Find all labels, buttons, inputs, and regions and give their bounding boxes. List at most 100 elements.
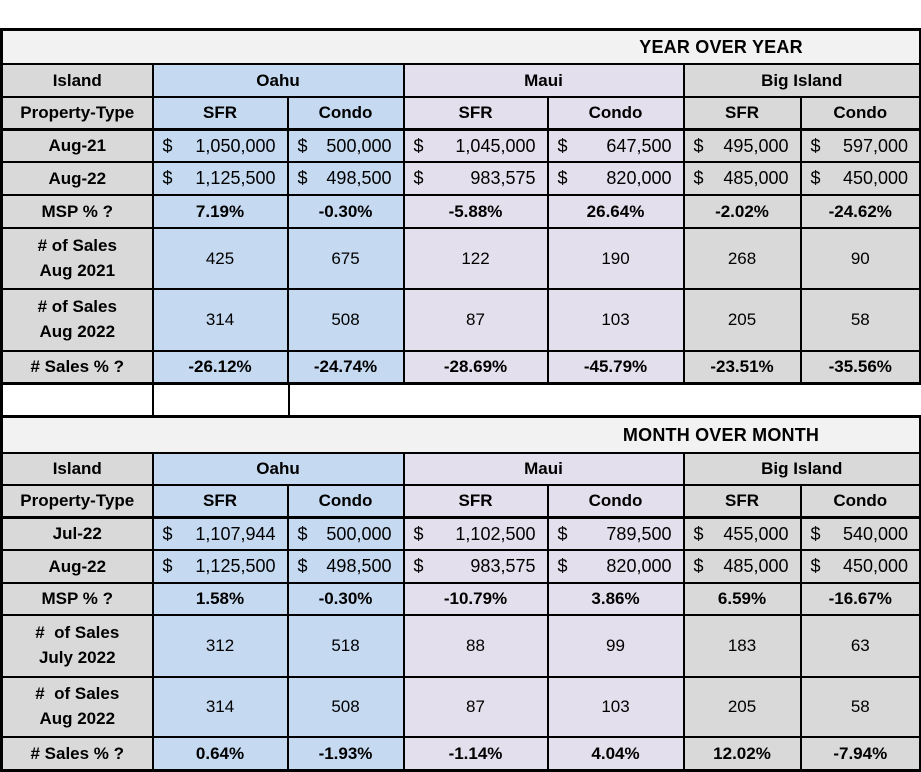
percent-cell: -0.30% — [286, 194, 405, 229]
row-label: # Sales % ? — [0, 350, 154, 385]
amount: 1,050,000 — [195, 135, 276, 156]
percent-cell: 0.64% — [151, 736, 289, 772]
row-label: Jul-22 — [0, 516, 154, 551]
year-over-year-table: YEAR OVER YEAR Island Oahu Maui Big Isla… — [0, 28, 921, 385]
currency-cell: $485,000 — [682, 549, 802, 584]
island-header-big-island: Big Island — [682, 452, 921, 486]
property-type-header: SFR — [682, 484, 802, 519]
percent-cell: -2.02% — [682, 194, 802, 229]
count-cell: 103 — [546, 676, 685, 738]
amount: 820,000 — [606, 556, 672, 576]
dollar-sign: $ — [297, 168, 308, 188]
currency-cell: $647,500 — [546, 128, 685, 163]
dollar-sign: $ — [162, 135, 173, 156]
amount: 540,000 — [842, 523, 909, 544]
island-row-label: Island — [0, 452, 154, 486]
currency-cell: $498,500 — [286, 549, 405, 584]
currency-cell: $498,500 — [286, 161, 405, 196]
currency-cell: $500,000 — [286, 516, 405, 551]
dollar-sign: $ — [413, 135, 424, 156]
island-header-oahu: Oahu — [151, 452, 405, 486]
amount: 450,000 — [842, 556, 909, 576]
percent-cell: -10.79% — [402, 582, 549, 616]
currency-cell: $495,000 — [682, 128, 802, 163]
percent-cell: -1.14% — [402, 736, 549, 772]
currency-cell: $820,000 — [546, 161, 685, 196]
count-cell: 87 — [402, 676, 549, 738]
dollar-sign: $ — [693, 135, 704, 156]
dollar-sign: $ — [810, 523, 821, 544]
gap-cell — [154, 385, 290, 415]
property-type-header: SFR — [151, 96, 289, 131]
gap-cell — [0, 385, 154, 415]
amount: 498,500 — [326, 168, 392, 188]
percent-cell: 6.59% — [682, 582, 802, 616]
currency-cell: $1,102,500 — [402, 516, 549, 551]
property-type-header: SFR — [402, 96, 549, 131]
property-type-header: SFR — [151, 484, 289, 519]
count-cell: 312 — [151, 614, 289, 678]
percent-cell: 12.02% — [682, 736, 802, 772]
percent-cell: -26.12% — [151, 350, 289, 385]
count-cell: 205 — [682, 676, 802, 738]
count-cell: 205 — [682, 288, 802, 352]
row-label: # of Sales Aug 2022 — [0, 288, 154, 352]
dollar-sign: $ — [810, 168, 821, 188]
amount: 1,125,500 — [195, 556, 276, 576]
dollar-sign: $ — [693, 168, 704, 188]
dollar-sign: $ — [557, 168, 568, 188]
property-type-row-label: Property-Type — [0, 96, 154, 131]
row-label: Aug-22 — [0, 549, 154, 584]
percent-cell: -1.93% — [286, 736, 405, 772]
dollar-sign: $ — [162, 523, 173, 544]
property-type-header: Condo — [546, 96, 685, 131]
count-cell: 314 — [151, 288, 289, 352]
month-over-month-table: MONTH OVER MONTH Island Oahu Maui Big Is… — [0, 415, 921, 772]
percent-cell: -23.51% — [682, 350, 802, 385]
dollar-sign: $ — [413, 168, 424, 188]
currency-cell: $455,000 — [682, 516, 802, 551]
property-type-header: Condo — [286, 484, 405, 519]
percent-cell: -5.88% — [402, 194, 549, 229]
percent-cell: -35.56% — [799, 350, 921, 385]
dollar-sign: $ — [297, 556, 308, 576]
amount: 1,107,944 — [195, 523, 276, 544]
count-cell: 518 — [286, 614, 405, 678]
amount: 498,500 — [326, 556, 392, 576]
amount: 450,000 — [842, 168, 909, 188]
currency-cell: $1,125,500 — [151, 549, 289, 584]
island-header-big-island: Big Island — [682, 63, 921, 98]
percent-cell: -28.69% — [402, 350, 549, 385]
amount: 455,000 — [723, 523, 789, 544]
percent-cell: 4.04% — [546, 736, 685, 772]
amount: 789,500 — [606, 523, 672, 544]
count-cell: 90 — [799, 227, 921, 290]
count-cell: 87 — [402, 288, 549, 352]
row-label: Aug-22 — [0, 161, 154, 196]
property-type-header: Condo — [799, 96, 921, 131]
percent-cell: 7.19% — [151, 194, 289, 229]
dollar-sign: $ — [810, 556, 821, 576]
dollar-sign: $ — [297, 523, 308, 544]
table-title-cell: MONTH OVER MONTH — [0, 415, 921, 454]
count-cell: 183 — [682, 614, 802, 678]
row-label: Aug-21 — [0, 128, 154, 163]
row-label: MSP % ? — [0, 194, 154, 229]
percent-cell: 1.58% — [151, 582, 289, 616]
percent-cell: -16.67% — [799, 582, 921, 616]
row-label: MSP % ? — [0, 582, 154, 616]
percent-cell: -24.74% — [286, 350, 405, 385]
amount: 647,500 — [606, 135, 672, 156]
row-label: # Sales % ? — [0, 736, 154, 772]
currency-cell: $1,050,000 — [151, 128, 289, 163]
amount: 983,575 — [470, 168, 536, 188]
count-cell: 99 — [546, 614, 685, 678]
count-cell: 122 — [402, 227, 549, 290]
amount: 485,000 — [723, 556, 789, 576]
count-cell: 88 — [402, 614, 549, 678]
amount: 485,000 — [723, 168, 789, 188]
table-title: YEAR OVER YEAR — [639, 36, 803, 57]
percent-cell: -7.94% — [799, 736, 921, 772]
table-title-cell: YEAR OVER YEAR — [0, 28, 921, 65]
percent-cell: -0.30% — [286, 582, 405, 616]
